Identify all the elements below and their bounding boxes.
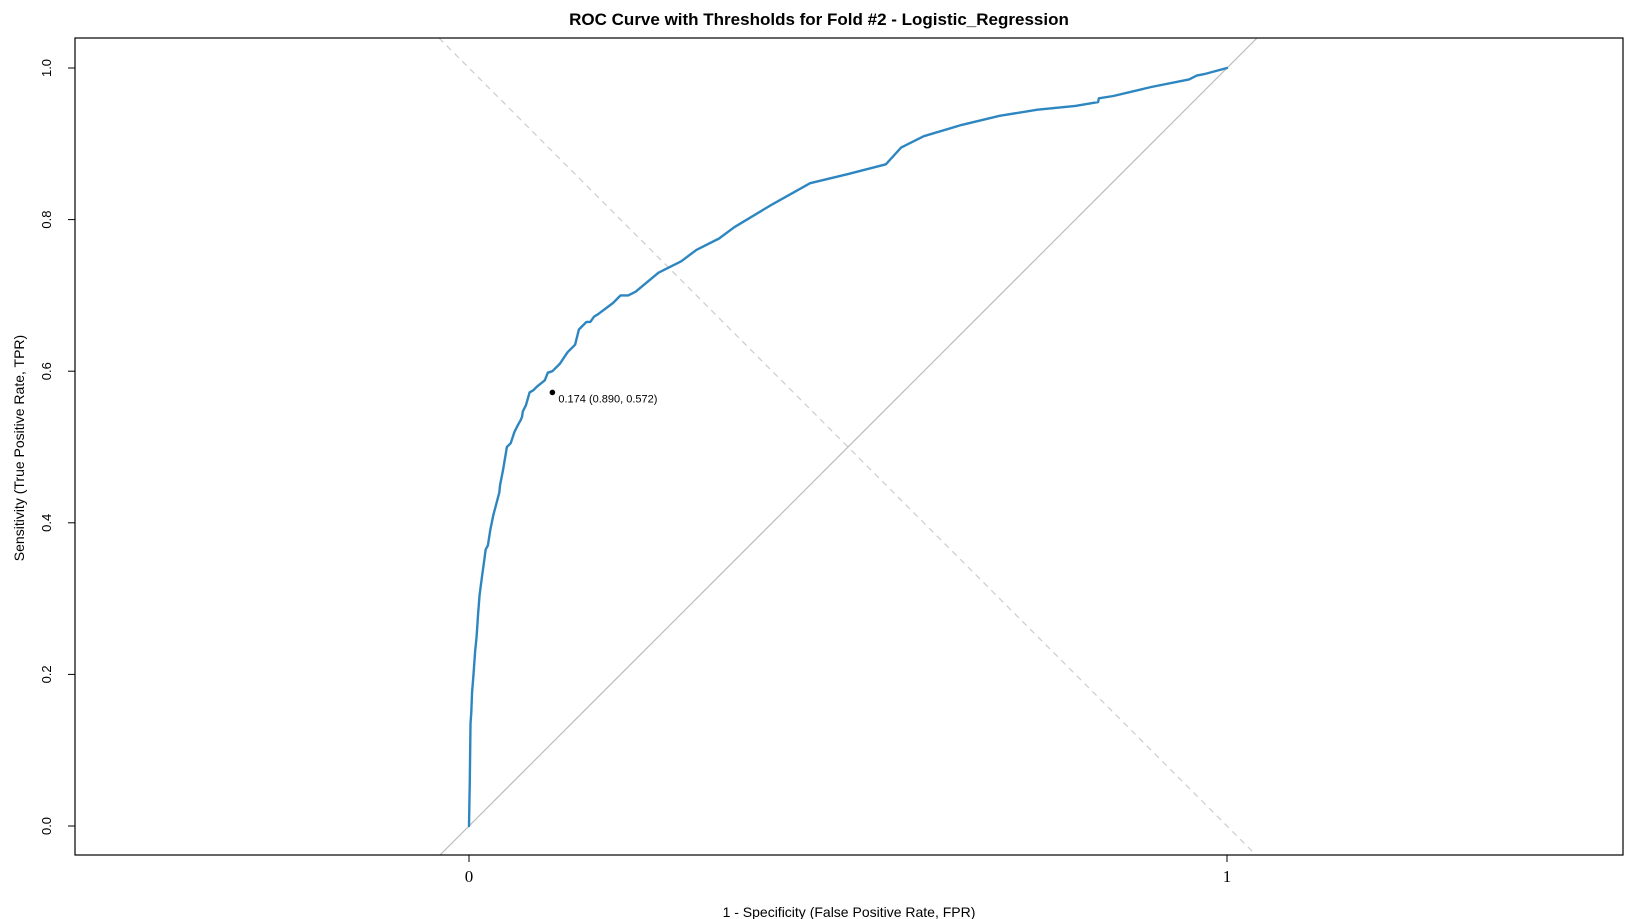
y-axis-label: Sensitivity (True Positive Rate, TPR) (11, 335, 27, 561)
anti-diagonal-dashed-line (438, 37, 1257, 856)
x-tick-label: 1 (1223, 867, 1232, 886)
y-tick-label: 1.0 (39, 59, 54, 77)
threshold-label: 0.174 (0.890, 0.572) (558, 393, 657, 405)
y-tick-label: 0.6 (39, 362, 54, 380)
y-axis: 0.0 0.2 0.4 0.6 0.8 1.0 (39, 59, 76, 835)
roc-curve-series-0 (467, 66, 1229, 828)
reference-lines (438, 37, 1258, 856)
chance-diagonal-line (439, 37, 1258, 856)
y-tick-label: 0.0 (39, 817, 54, 835)
threshold-point-layer: 0.174 (0.890, 0.572) (549, 389, 657, 405)
y-tick-label: 0.4 (39, 514, 54, 532)
threshold-point (549, 389, 556, 396)
chart-title: ROC Curve with Thresholds for Fold #2 - … (569, 10, 1069, 29)
x-tick-label: 0 (465, 867, 474, 886)
y-tick-label: 0.8 (39, 211, 54, 229)
roc-curve-layer (467, 66, 1229, 828)
y-tick-label: 0.2 (39, 665, 54, 683)
x-axis-label: 1 - Specificity (False Positive Rate, FP… (723, 904, 976, 919)
